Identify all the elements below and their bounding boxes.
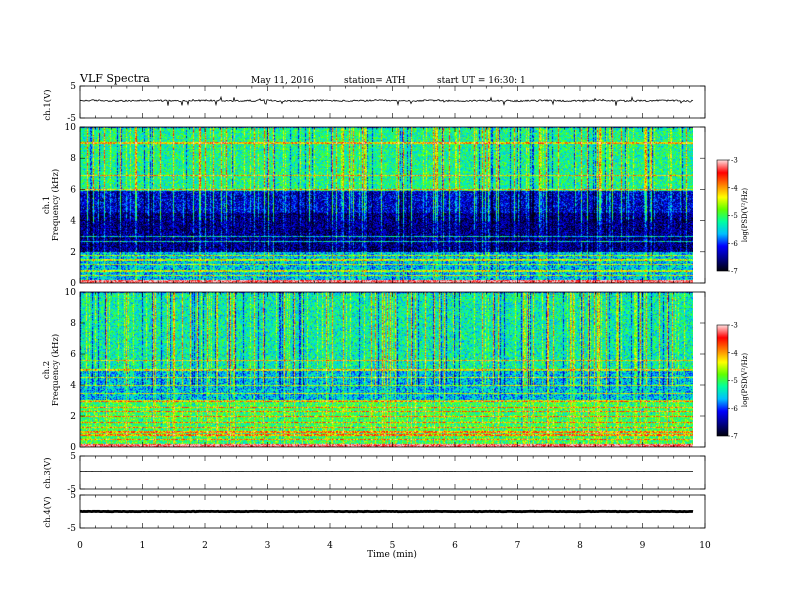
ch1-spectrogram-image [80,127,693,283]
ch1spec-y-tick-label: 4 [70,217,76,227]
x-tick-label: 6 [452,541,458,551]
ch1spec-colorbar-tick-label: -6 [731,240,738,248]
ch4v-y-tick-label: 5 [70,491,76,501]
ch1-frequency-ylabel: Frequency (kHz) [50,169,61,241]
ch2spec-y-tick-label: 6 [70,350,76,360]
ch1spec-colorbar-tick-label: -7 [731,268,738,276]
ch1v-trace [79,95,694,107]
ch2spec-y-tick-label: 8 [70,319,76,329]
start-time-label: start UT = 16:30: 1 [437,76,526,86]
ch2-colorbar-label: log(PSD(V²/Hz) [741,353,749,408]
ch1-spectrogram-frame [79,126,706,284]
date-label: May 11, 2016 [251,76,314,86]
ch1-colorbar-image [717,160,728,271]
x-tick-label: 5 [390,541,396,551]
ch1v-y-tick-label: 5 [70,82,76,92]
x-tick-label: 3 [265,541,271,551]
ch2spec-y-tick-label: 10 [65,288,77,298]
x-tick-label: 1 [140,541,146,551]
ch1-colorbar-frame [716,159,729,272]
ch2-colorbar-frame [716,324,729,437]
ch3v-y-tick-label: 5 [70,452,76,462]
ch1v-y-tick-label: -5 [67,114,76,124]
ch2spec-colorbar-tick-label: -5 [731,377,738,385]
ch2spec-y-tick-label: 0 [70,443,76,453]
ch1spec-colorbar-tick-label: -3 [731,157,738,165]
ch2-frequency-ylabel: Frequency (kHz) [50,334,61,406]
ch1spec-y-tick-label: 0 [70,279,76,289]
ch4v-y-tick-label: -5 [67,524,76,534]
ch2spec-y-tick-label: 4 [70,381,76,391]
ch4v-trace [79,509,694,514]
x-axis-label: Time (min) [367,549,417,560]
ch1spec-y-tick-label: 8 [70,154,76,164]
ch2spec-colorbar-tick-label: -7 [731,433,738,441]
ch2spec-colorbar-tick-label: -4 [731,349,738,357]
ch1-voltage-panel-frame [79,85,706,119]
ch2spec-y-tick-label: 2 [70,412,76,422]
ch1-voltage-ylabel: ch.1(V) [42,89,53,120]
x-tick-label: 4 [327,541,333,551]
figure-title: VLF Spectra [79,72,150,85]
ch2spec-colorbar-tick-label: -6 [731,405,738,413]
ch1-channel-label: ch.1 [42,196,52,214]
station-label: station= ATH [344,76,406,86]
ch3-voltage-panel-frame [79,455,706,490]
ch1spec-colorbar-tick-label: -5 [731,212,738,220]
ch2-colorbar-image [717,325,728,436]
ch1spec-y-tick-label: 6 [70,185,76,195]
ch2spec-colorbar-tick-label: -3 [731,322,738,330]
x-tick-label: 9 [640,541,646,551]
x-tick-label: 7 [515,541,521,551]
ch1spec-colorbar-tick-label: -4 [731,184,738,192]
ch3v-y-tick-label: -5 [67,485,76,495]
x-tick-label: 10 [699,541,711,551]
x-tick-label: 8 [577,541,583,551]
ch4-voltage-ylabel: ch.4(V) [42,496,53,527]
ch2-spectrogram-image [80,292,693,447]
ch1-colorbar-label: log(PSD(V²/Hz) [741,188,749,243]
ch1spec-y-tick-label: 2 [70,248,76,258]
ch3-voltage-ylabel: ch.3(V) [42,457,53,488]
ch2-spectrogram-frame [79,291,706,448]
x-tick-label: 0 [77,541,83,551]
ch2-channel-label: ch.2 [42,361,52,379]
x-tick-label: 2 [202,541,208,551]
ch4-voltage-panel-frame [79,494,706,529]
ch1spec-y-tick-label: 10 [65,123,77,133]
